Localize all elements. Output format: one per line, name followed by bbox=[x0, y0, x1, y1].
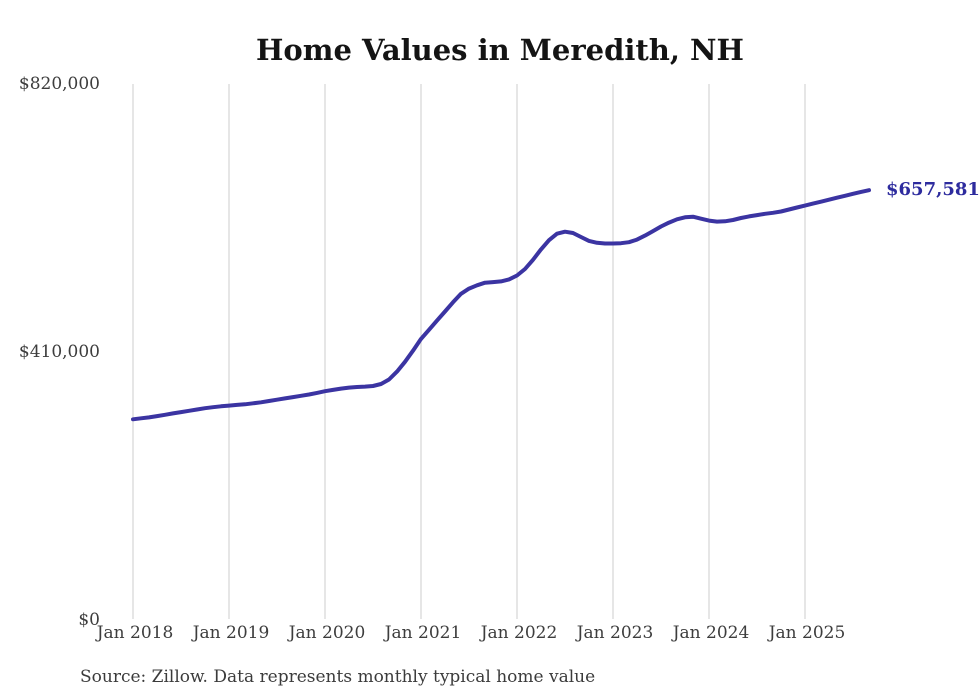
x-axis-tick-label: Jan 2018 bbox=[96, 623, 174, 643]
y-axis-tick-label: $820,000 bbox=[18, 74, 100, 94]
y-axis-tick-label: $0 bbox=[78, 610, 100, 630]
x-axis-tick-label: Jan 2020 bbox=[288, 623, 366, 643]
home-value-line bbox=[131, 188, 871, 422]
latest-value-label: $657,581 bbox=[886, 179, 980, 201]
source-note: Source: Zillow. Data represents monthly … bbox=[80, 667, 596, 687]
x-axis-tick-label: Jan 2023 bbox=[576, 623, 654, 643]
x-axis-tick-label: Jan 2019 bbox=[192, 623, 270, 643]
x-axis-tick-label: Jan 2024 bbox=[672, 623, 750, 643]
chart-title: Home Values in Meredith, NH bbox=[256, 33, 744, 67]
x-axis-tick-label: Jan 2025 bbox=[768, 623, 846, 643]
x-axis-tick-label: Jan 2022 bbox=[480, 623, 558, 643]
x-axis-tick-label: Jan 2021 bbox=[384, 623, 462, 643]
y-axis-tick-label: $410,000 bbox=[18, 342, 100, 362]
